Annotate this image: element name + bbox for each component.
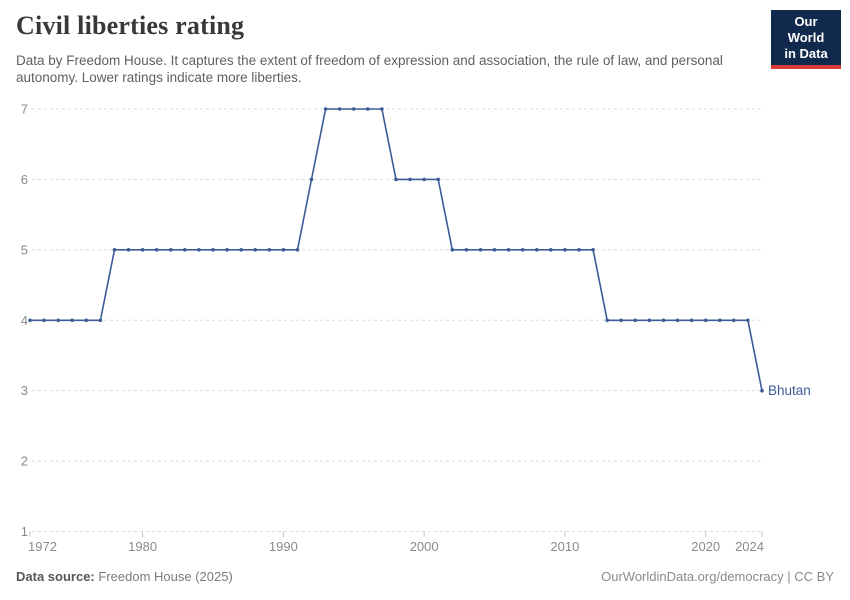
data-point: [549, 248, 553, 252]
data-point: [408, 177, 412, 182]
data-point: [28, 318, 32, 323]
data-point: [98, 318, 103, 323]
data-point: [703, 318, 708, 323]
data-point: [689, 318, 694, 323]
data-point: [197, 248, 201, 252]
owid-logo-line1: Our World: [787, 14, 825, 45]
data-point: [352, 107, 356, 111]
data-point: [112, 248, 117, 252]
data-point: [211, 248, 215, 252]
data-point: [337, 107, 342, 111]
data-point: [591, 248, 595, 252]
data-point: [732, 318, 736, 323]
data-point: [183, 248, 187, 252]
x-axis-label: 2000: [410, 539, 439, 554]
data-point: [140, 248, 145, 252]
data-point: [56, 318, 60, 323]
data-point: [506, 248, 511, 252]
data-point: [450, 248, 455, 252]
owid-logo-line2: in Data: [784, 46, 828, 61]
y-axis-label: 2: [21, 454, 28, 469]
data-point: [394, 177, 398, 182]
data-point: [464, 248, 469, 252]
data-point: [492, 248, 497, 252]
data-point: [380, 107, 384, 111]
data-point: [436, 177, 441, 182]
x-axis-label: 1972: [28, 539, 57, 554]
data-point: [295, 248, 300, 252]
data-point: [239, 248, 243, 252]
data-point: [422, 177, 427, 182]
data-point: [169, 248, 173, 252]
y-axis-label: 7: [21, 102, 28, 117]
data-point: [225, 248, 229, 252]
y-axis-label: 4: [21, 313, 28, 328]
data-point: [633, 318, 638, 323]
data-point: [563, 248, 567, 252]
data-point: [253, 248, 257, 252]
y-axis-label: 5: [21, 242, 28, 257]
data-point: [478, 248, 483, 252]
data-point: [126, 248, 131, 252]
data-point: [42, 318, 46, 323]
x-axis-label: 2010: [550, 539, 579, 554]
page-title: Civil liberties rating: [16, 11, 245, 40]
data-point: [619, 318, 623, 323]
x-axis-label: 2020: [691, 539, 720, 554]
y-axis-label: 6: [21, 172, 28, 187]
data-point: [535, 248, 539, 252]
data-source-value: Freedom House (2025): [98, 569, 233, 584]
data-point: [267, 248, 272, 252]
data-point: [760, 388, 764, 393]
data-source-label: Data source:: [16, 569, 95, 584]
chart-subtitle: Data by Freedom House. It captures the e…: [16, 53, 723, 85]
data-point: [84, 318, 89, 323]
x-axis-label: 1980: [128, 539, 157, 554]
owid-logo[interactable]: Our World in Data: [771, 10, 841, 69]
data-point: [605, 318, 609, 323]
y-axis-label: 1: [21, 524, 28, 539]
data-point: [70, 318, 74, 323]
x-axis-label: 2024: [735, 539, 764, 554]
y-axis-label: 3: [21, 383, 28, 398]
data-point: [154, 248, 159, 252]
data-point: [520, 248, 525, 252]
data-source-note: Data source: Freedom House (2025): [16, 569, 233, 584]
attribution-note: OurWorldinData.org/democracy | CC BY: [601, 569, 834, 584]
entity-label: Bhutan: [768, 383, 811, 398]
data-point: [281, 248, 286, 252]
data-point: [577, 248, 581, 252]
data-point: [718, 318, 722, 323]
data-point: [647, 318, 652, 323]
x-axis-label: 1990: [269, 539, 298, 554]
data-point: [675, 318, 680, 323]
data-point: [309, 177, 314, 182]
data-point: [661, 318, 666, 323]
data-point: [366, 107, 370, 111]
data-point: [323, 107, 328, 111]
data-point: [746, 318, 750, 323]
